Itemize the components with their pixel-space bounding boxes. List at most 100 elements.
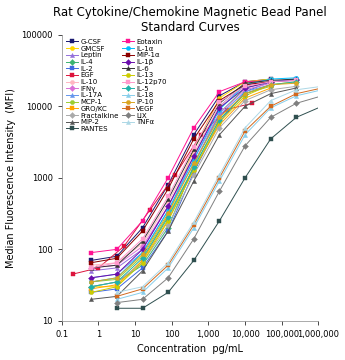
EGF bbox=[148, 208, 152, 212]
TNFα bbox=[269, 98, 273, 103]
IL-2 bbox=[115, 287, 119, 291]
TNFα bbox=[192, 220, 196, 224]
IP-10 bbox=[166, 211, 170, 215]
IL-18 bbox=[217, 179, 221, 183]
IL-2 bbox=[192, 170, 196, 174]
IL-5 bbox=[269, 82, 273, 87]
Line: IL-18: IL-18 bbox=[115, 88, 324, 301]
LIX bbox=[217, 189, 221, 193]
Leptin bbox=[140, 247, 145, 252]
IL-2 bbox=[294, 77, 298, 81]
IL-1β bbox=[269, 80, 273, 84]
IL-5 bbox=[192, 165, 196, 170]
Line: IL-10: IL-10 bbox=[89, 80, 273, 267]
TNFα bbox=[294, 87, 298, 92]
IL-1α bbox=[217, 107, 221, 112]
IL-5 bbox=[115, 280, 119, 284]
G-CSF bbox=[269, 77, 273, 81]
IL-6 bbox=[192, 147, 196, 152]
IL-5 bbox=[243, 91, 247, 96]
GMCSF bbox=[140, 258, 145, 262]
IL-10 bbox=[269, 80, 273, 84]
Line: RANTES: RANTES bbox=[115, 104, 324, 310]
IL-6 bbox=[269, 78, 273, 82]
Leptin bbox=[269, 80, 273, 84]
GMCSF bbox=[217, 96, 221, 100]
G-CSF bbox=[115, 254, 119, 258]
MIP-2 bbox=[192, 179, 196, 183]
Line: IL-17A: IL-17A bbox=[89, 83, 273, 280]
IL-13 bbox=[192, 167, 196, 172]
IL-1α bbox=[269, 77, 273, 81]
RANTES bbox=[115, 306, 119, 310]
Eotaxin bbox=[269, 78, 273, 82]
TNFα bbox=[115, 290, 119, 294]
RANTES bbox=[243, 176, 247, 180]
MIP-1α bbox=[269, 80, 273, 84]
GRO/KC bbox=[243, 96, 247, 100]
IL-6 bbox=[89, 266, 93, 270]
IL-5 bbox=[166, 215, 170, 220]
GMCSF bbox=[89, 284, 93, 289]
IL-13 bbox=[115, 284, 119, 289]
MCP-1 bbox=[89, 280, 93, 284]
EGF bbox=[250, 101, 254, 105]
IL-4 bbox=[294, 77, 298, 81]
MIP-1α bbox=[217, 98, 221, 103]
IL-4 bbox=[269, 80, 273, 84]
X-axis label: Concentration  pg/mL: Concentration pg/mL bbox=[137, 345, 243, 355]
LIX bbox=[166, 276, 170, 280]
Leptin bbox=[166, 204, 170, 208]
EGF bbox=[173, 173, 177, 177]
IL-1α bbox=[115, 276, 119, 280]
G-CSF bbox=[192, 132, 196, 137]
MIP-1α bbox=[140, 229, 145, 233]
Fractalkine bbox=[294, 84, 298, 89]
IFNγ bbox=[115, 263, 119, 267]
IL-5 bbox=[217, 117, 221, 122]
IL-17A bbox=[89, 276, 93, 280]
IL-5 bbox=[294, 80, 298, 84]
IL-12p70 bbox=[89, 266, 93, 270]
IL-1β bbox=[243, 86, 247, 90]
MIP-2 bbox=[89, 297, 93, 301]
IP-10 bbox=[269, 82, 273, 87]
IL-13 bbox=[166, 219, 170, 223]
IL-6 bbox=[115, 263, 119, 267]
IL-17A bbox=[269, 82, 273, 87]
IL-12p70 bbox=[217, 100, 221, 104]
IL-18 bbox=[140, 290, 145, 294]
Line: IL-1β: IL-1β bbox=[89, 78, 298, 280]
G-CSF bbox=[166, 183, 170, 187]
GRO/KC bbox=[89, 287, 93, 291]
EGF bbox=[199, 132, 203, 137]
Line: IL-2: IL-2 bbox=[89, 77, 298, 294]
RANTES bbox=[320, 104, 324, 108]
Line: GRO/KC: GRO/KC bbox=[89, 86, 273, 291]
MCP-1 bbox=[217, 117, 221, 122]
Eotaxin bbox=[166, 176, 170, 180]
IL-12p70 bbox=[140, 237, 145, 241]
G-CSF bbox=[140, 226, 145, 230]
Line: GMCSF: GMCSF bbox=[89, 77, 273, 289]
Leptin bbox=[217, 104, 221, 108]
LIX bbox=[192, 237, 196, 241]
IP-10 bbox=[115, 276, 119, 280]
Leptin bbox=[192, 154, 196, 158]
G-CSF bbox=[217, 94, 221, 98]
MIP-2 bbox=[243, 104, 247, 108]
IL-1β bbox=[166, 204, 170, 208]
RANTES bbox=[269, 137, 273, 141]
IFNγ bbox=[166, 204, 170, 208]
Line: IL-5: IL-5 bbox=[89, 80, 298, 289]
VEGF bbox=[294, 91, 298, 96]
IL-13 bbox=[140, 261, 145, 265]
IL-2 bbox=[243, 90, 247, 94]
IL-4 bbox=[115, 280, 119, 284]
GRO/KC bbox=[140, 258, 145, 262]
EGF bbox=[122, 244, 126, 248]
Fractalkine bbox=[166, 223, 170, 227]
GRO/KC bbox=[217, 123, 221, 127]
LIX bbox=[115, 301, 119, 305]
MIP-2 bbox=[217, 132, 221, 137]
